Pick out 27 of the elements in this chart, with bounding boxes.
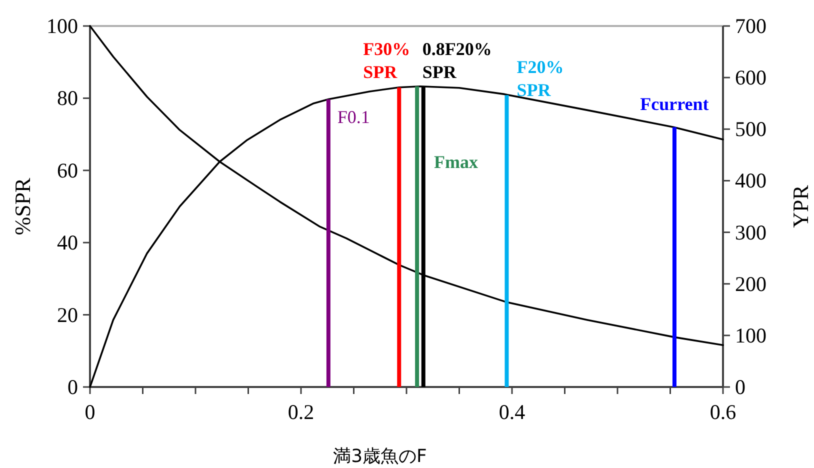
x-tick-label: 0 (84, 400, 96, 424)
y-tick-label: 40 (57, 230, 78, 255)
y2-tick-label: 200 (735, 272, 766, 296)
y2-tick-label: 700 (735, 14, 766, 38)
series-label: Fcurrent (640, 94, 709, 114)
series-label: F20% SPR (516, 57, 564, 100)
x-axis-title: 満3歳魚のF (333, 446, 427, 467)
y-tick-label: 80 (57, 86, 78, 110)
y-tick-label: 20 (57, 302, 78, 327)
x-tick-label: 0.6 (710, 400, 736, 424)
y2-tick-label: 500 (735, 117, 766, 142)
series-label: F0.1 (337, 107, 370, 127)
y2-tick-label: 100 (735, 323, 766, 348)
y2-tick-label: 0 (735, 375, 746, 399)
series-label: 0.8F20% SPR (422, 39, 492, 82)
y-axis-title: %SPR (10, 177, 35, 236)
y-tick-label: 60 (57, 158, 78, 182)
y2-axis-title: YPR (788, 184, 813, 228)
x-tick-label: 0.4 (498, 400, 526, 424)
y-tick-label: 100 (46, 14, 78, 38)
series-label: F30% SPR (363, 39, 410, 82)
y2-tick-label: 600 (735, 66, 766, 90)
y2-tick-label: 300 (735, 220, 766, 244)
series-label: Fmax (434, 152, 478, 172)
x-tick-label: 0.2 (288, 400, 314, 424)
y2-tick-label: 400 (735, 168, 766, 193)
y-tick-label: 0 (68, 375, 78, 399)
